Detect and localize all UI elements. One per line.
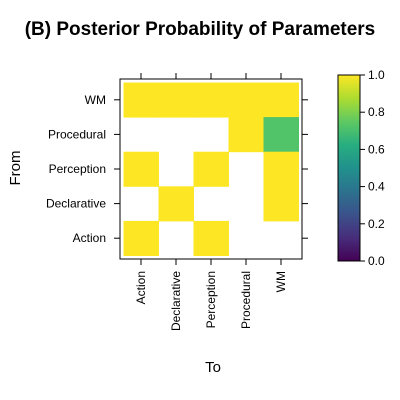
x-tick-label: Action bbox=[134, 271, 148, 304]
colorbar-ticks: 0.0 0.2 0.4 0.6 0.8 1.0 bbox=[360, 68, 385, 268]
heatmap-cell bbox=[193, 151, 229, 187]
heatmap-cells bbox=[123, 82, 299, 256]
y-tick-labels: Action Declarative Perception Procedural WM bbox=[46, 93, 106, 245]
heatmap-cell bbox=[158, 82, 194, 118]
y-tick-label: Perception bbox=[49, 162, 106, 176]
heatmap-cell bbox=[123, 151, 159, 187]
heatmap-cell bbox=[123, 220, 159, 256]
heatmap-cell bbox=[263, 186, 299, 222]
x-tick-labels: Action Declarative Perception Procedural WM bbox=[134, 271, 288, 331]
heatmap-cell bbox=[228, 117, 264, 153]
colorbar-tick-label: 0.0 bbox=[368, 254, 385, 268]
colorbar-tick-label: 1.0 bbox=[368, 68, 385, 82]
x-tick-label: WM bbox=[274, 271, 288, 292]
x-axis-label: To bbox=[205, 359, 221, 376]
x-tick-label: Declarative bbox=[169, 271, 183, 331]
chart-title: (B) Posterior Probability of Parameters bbox=[25, 19, 376, 40]
heatmap-cell bbox=[123, 82, 159, 118]
y-tick-label: Declarative bbox=[46, 197, 106, 211]
heatmap-cell bbox=[193, 82, 229, 118]
y-tick-label: Action bbox=[73, 231, 106, 245]
heatmap-cell bbox=[263, 151, 299, 187]
colorbar-tick-label: 0.4 bbox=[368, 180, 385, 194]
x-tick-label: Perception bbox=[204, 271, 218, 328]
heatmap-cell bbox=[228, 82, 264, 118]
heatmap-cell bbox=[158, 186, 194, 222]
heatmap-cell bbox=[193, 220, 229, 256]
y-tick-label: WM bbox=[85, 93, 106, 107]
x-tick-label: Procedural bbox=[239, 271, 253, 329]
colorbar-tick-label: 0.2 bbox=[368, 217, 385, 231]
colorbar-tick-label: 0.6 bbox=[368, 142, 385, 156]
y-tick-label: Procedural bbox=[48, 127, 106, 141]
colorbar bbox=[337, 74, 361, 262]
colorbar-tick-label: 0.8 bbox=[368, 105, 385, 119]
heatmap-cell bbox=[263, 82, 299, 118]
heatmap-cell bbox=[263, 117, 299, 153]
y-axis-label: From bbox=[7, 151, 24, 186]
axis-ticks bbox=[114, 73, 308, 265]
